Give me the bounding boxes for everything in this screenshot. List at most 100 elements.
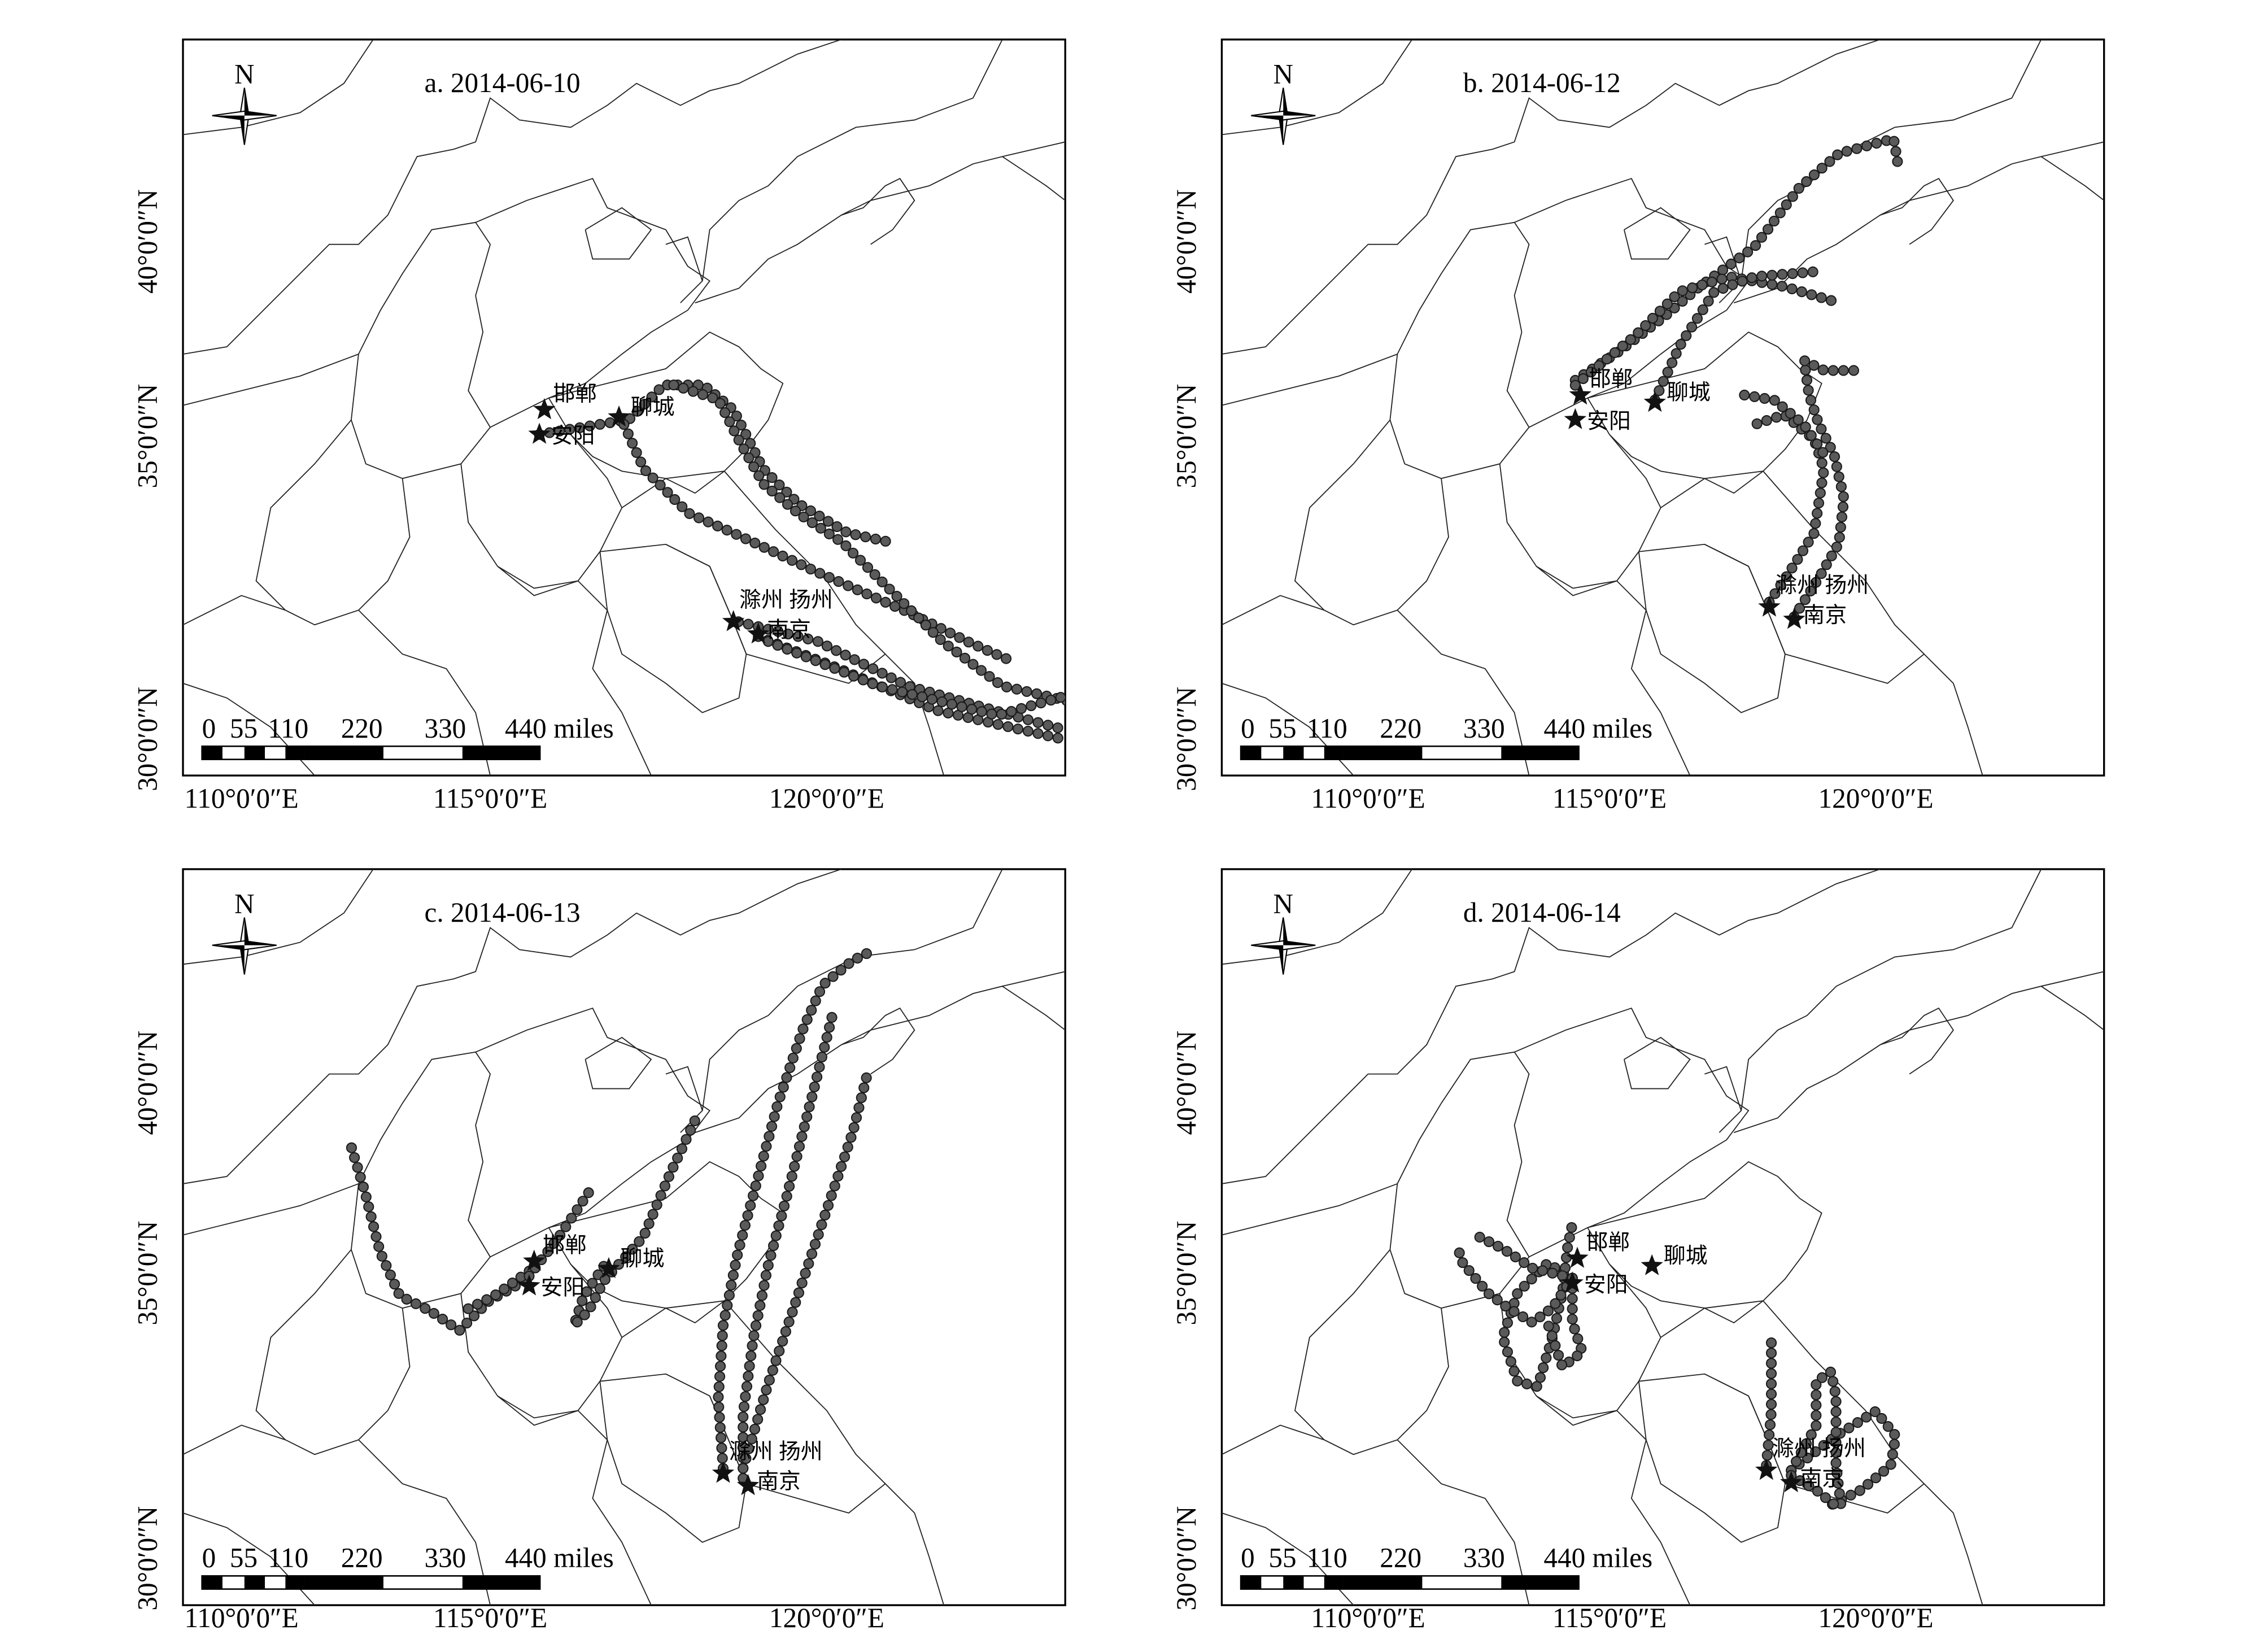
scale-bar-label: 0 <box>1241 1542 1255 1573</box>
trajectory-point <box>1483 1288 1495 1300</box>
trajectory-point <box>1716 273 1728 285</box>
trajectory-point <box>1837 501 1849 513</box>
trajectory-point <box>806 1248 818 1259</box>
scale-bar: 0 55 110 220 330 440 miles <box>201 713 614 760</box>
trajectory-point <box>781 486 792 498</box>
scale-bar-segment <box>1343 1576 1423 1589</box>
scale-bar-label: 330 <box>1463 1542 1505 1573</box>
city-star-icon <box>1755 1458 1778 1480</box>
scale-bar-label: 55 <box>1268 713 1296 744</box>
trajectory-point <box>756 1290 768 1301</box>
trajectory-point <box>1848 365 1859 376</box>
trajectory-point <box>976 706 987 717</box>
trajectory-point <box>719 407 731 419</box>
trajectory-point <box>780 1326 791 1337</box>
trajectory-point <box>801 1014 813 1025</box>
province-boundary <box>695 141 1066 304</box>
trajectory-point <box>743 618 754 630</box>
trajectory-point <box>739 1219 751 1231</box>
trajectory-point <box>446 1319 457 1331</box>
scale-bar-label: 110 <box>268 1542 308 1573</box>
province-boundary <box>599 543 747 713</box>
trajectory-point <box>349 1152 360 1163</box>
trajectory-point <box>1501 1246 1512 1257</box>
trajectory-point <box>826 1012 838 1023</box>
province-boundary <box>1002 156 1066 201</box>
trajectory-point <box>693 512 705 524</box>
trajectory-point <box>1696 279 1708 291</box>
trajectory-point <box>1811 1379 1822 1391</box>
trajectory-point <box>1662 367 1673 378</box>
trajectory-point <box>1022 714 1034 725</box>
map-frame <box>1220 38 2105 777</box>
trajectory-point <box>1829 1385 1840 1397</box>
trajectory-point <box>1011 683 1023 695</box>
map-frame <box>1220 868 2105 1606</box>
trajectory-point <box>766 1121 778 1132</box>
province-boundary <box>1397 609 1530 776</box>
trajectory-point <box>1671 348 1682 359</box>
trajectory-point <box>1474 1231 1485 1243</box>
trajectory-point <box>685 1124 696 1136</box>
longitude-tick-label: 120°0′0″E <box>769 783 884 814</box>
trajectory-point <box>1609 347 1620 358</box>
trajectory-point <box>839 666 850 678</box>
trajectory-point <box>800 1267 811 1279</box>
trajectory-point <box>1756 271 1768 282</box>
province-boundary <box>255 419 411 626</box>
trajectory-point <box>870 533 882 545</box>
province-boundary <box>1587 332 1822 494</box>
trajectory-point <box>731 529 742 540</box>
trajectory-point <box>1505 1356 1516 1367</box>
panel-title: c. 2014-06-13 <box>424 897 580 928</box>
trajectory-point <box>1759 393 1770 404</box>
trajectory-point <box>1542 1305 1554 1317</box>
province-boundary <box>351 1051 491 1309</box>
city-label: 滁州 <box>729 1439 773 1464</box>
trajectory-point <box>1817 447 1829 458</box>
city-star-icon <box>1564 408 1587 429</box>
province-boundary <box>182 1424 286 1455</box>
city-label: 安阳 <box>541 1275 585 1300</box>
trajectory-point <box>1658 376 1669 387</box>
trajectory-point <box>542 1246 553 1257</box>
north-arrow-icon <box>1251 88 1316 145</box>
trajectory-point <box>771 1101 783 1112</box>
trajectory-point <box>761 1384 772 1396</box>
trajectory-point <box>566 1213 577 1224</box>
trajectory-point <box>1871 138 1882 149</box>
trajectory-point <box>1835 521 1846 533</box>
trajectory-point <box>363 1201 374 1213</box>
longitude-tick-label: 115°0′0″E <box>1552 1602 1667 1633</box>
trajectory-point <box>740 1391 751 1402</box>
trajectory-point <box>1055 692 1066 703</box>
trajectory-point <box>1807 266 1818 277</box>
trajectory-point <box>1777 401 1788 412</box>
city-star-icon <box>1561 1271 1584 1293</box>
trajectory-point <box>813 1229 824 1240</box>
trajectory-point <box>754 1300 766 1311</box>
trajectory-point <box>1669 291 1680 302</box>
city-label: 安阳 <box>1587 409 1631 434</box>
city-label: 滁州 <box>1775 573 1819 598</box>
province-boundary <box>351 221 491 480</box>
trajectory-point <box>772 639 783 651</box>
trajectory-point <box>1537 1265 1548 1276</box>
trajectory-point <box>1043 730 1054 742</box>
panel-title: a. 2014-06-10 <box>424 67 580 98</box>
trajectory-point <box>791 647 802 659</box>
trajectory-point <box>954 632 965 643</box>
trajectory-point <box>1502 1346 1514 1358</box>
scale-bar-label: 440 miles <box>505 713 614 744</box>
province-boundary <box>182 1183 359 1236</box>
province-boundary <box>1222 869 1413 965</box>
trajectory-point <box>805 505 817 517</box>
scale-bar-segment <box>202 746 223 760</box>
trajectory-point <box>1000 653 1012 664</box>
trajectory-point <box>461 1318 473 1329</box>
trajectory-point <box>1829 451 1840 463</box>
scale-bar-segment <box>244 1576 265 1589</box>
trajectory-point <box>951 646 962 658</box>
trajectory-point <box>804 1101 815 1113</box>
